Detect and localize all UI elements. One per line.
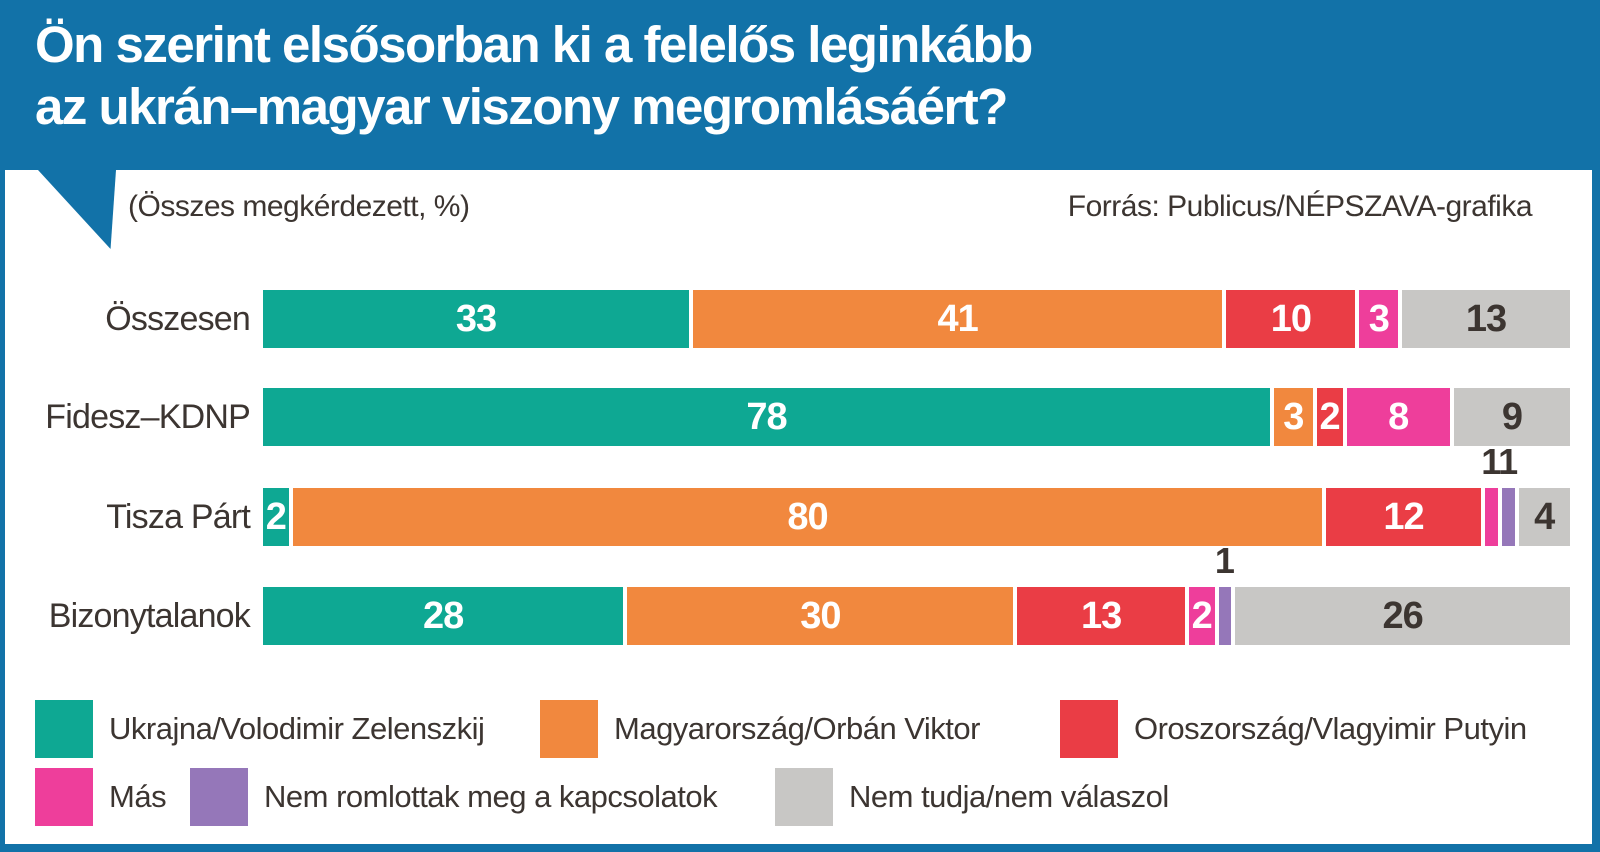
frame-border-right — [1592, 0, 1600, 852]
segment-value-label: 26 — [1382, 594, 1424, 637]
segment-value-label: 33 — [455, 297, 497, 340]
legend-label: Nem romlottak meg a kapcsolatok — [264, 779, 718, 814]
bar-segment-magyarorszag: 30 — [627, 587, 1014, 645]
segment-value-label-above: 1 — [1498, 441, 1519, 482]
bar-segment-magyarorszag: 80 — [292, 488, 1323, 546]
bar-row-3: Tisza Párt 2 80 12 1 1 4 — [0, 441, 1600, 546]
bar-row-2: Fidesz–KDNP 78 3 2 8 9 — [0, 388, 1600, 446]
legend-swatch-mas — [35, 768, 93, 826]
segment-value-label: 41 — [937, 297, 979, 340]
legend-label: Magyarország/Orbán Viktor — [614, 711, 980, 746]
bar-row-1: Összesen 33 41 10 3 13 — [0, 290, 1600, 348]
speech-bubble-tail — [38, 170, 116, 249]
segment-value-label: 2 — [1319, 395, 1341, 438]
chart-title-banner: Ön szerint elsősorban ki a felelős legin… — [0, 0, 1600, 170]
segment-value-label: 80 — [787, 495, 828, 538]
source-credit: Forrás: Publicus/NÉPSZAVA-grafika — [1067, 190, 1533, 223]
legend-swatch-magyarorszag — [540, 700, 598, 758]
legend-swatch-nem-tudja — [775, 768, 833, 826]
segment-value-label: 28 — [423, 594, 464, 637]
bar-row-4: Bizonytalanok 28 30 13 2 1 26 — [0, 540, 1600, 645]
segment-value-label: 30 — [800, 594, 841, 637]
bar-segment-ukrajna: 33 — [263, 290, 690, 348]
bar-segment-nem-romlottak — [1501, 488, 1515, 546]
segment-value-label: 78 — [746, 395, 787, 438]
segment-value-label: 3 — [1283, 395, 1304, 438]
row-label: Fidesz–KDNP — [45, 398, 251, 436]
bar-segment-mas: 2 — [1188, 587, 1215, 645]
segment-value-label: 10 — [1270, 297, 1312, 340]
bar-segment-nem-tudja: 9 — [1453, 388, 1570, 446]
bar-segment-ukrajna: 28 — [263, 587, 624, 645]
row-label: Összesen — [105, 300, 251, 338]
legend-swatch-oroszorszag — [1060, 700, 1118, 758]
bar-segment-oroszorszag: 12 — [1326, 488, 1481, 546]
segment-value-label: 9 — [1501, 395, 1523, 438]
legend-label: Oroszország/Vlagyimir Putyin — [1134, 711, 1527, 746]
bar-segment-oroszorszag: 2 — [1316, 388, 1343, 446]
segment-value-label: 13 — [1080, 594, 1122, 637]
segment-value-label: 2 — [265, 495, 287, 538]
bar-segment-magyarorszag: 3 — [1273, 388, 1313, 446]
legend-label: Nem tudja/nem válaszol — [849, 779, 1169, 814]
chart-title-line2: az ukrán–magyar viszony megromlásáért? — [35, 78, 1008, 135]
chart-subtitle: (Összes megkérdezett, %) — [128, 190, 470, 223]
bar-segment-mas — [1484, 488, 1498, 546]
legend-swatch-nem-romlottak — [190, 768, 248, 826]
segment-value-label: 13 — [1465, 297, 1507, 340]
legend-label: Ukrajna/Volodimir Zelenszkij — [109, 711, 485, 746]
chart-title-line1: Ön szerint elsősorban ki a felelős legin… — [35, 16, 1033, 73]
segment-value-label: 4 — [1534, 495, 1555, 538]
bar-segment-nem-romlottak — [1218, 587, 1232, 645]
bar-segment-ukrajna: 78 — [263, 388, 1270, 446]
segment-value-label-above: 1 — [1214, 540, 1235, 581]
bar-segment-mas: 8 — [1346, 388, 1450, 446]
bar-segment-mas: 3 — [1359, 290, 1399, 348]
bar-segment-nem-tudja: 26 — [1235, 587, 1570, 645]
bar-segment-nem-tudja: 13 — [1402, 290, 1570, 348]
legend-label: Más — [109, 779, 167, 814]
frame-border-left — [0, 0, 5, 852]
legend-swatch-ukrajna — [35, 700, 93, 758]
segment-value-label: 2 — [1191, 594, 1213, 637]
bar-segment-nem-tudja: 4 — [1518, 488, 1570, 546]
frame-border-bottom — [0, 844, 1600, 852]
segment-value-label: 12 — [1383, 495, 1424, 538]
row-label: Bizonytalanok — [48, 597, 251, 635]
bar-segment-magyarorszag: 41 — [693, 290, 1223, 348]
bar-segment-oroszorszag: 10 — [1226, 290, 1356, 348]
segment-value-label: 8 — [1388, 395, 1409, 438]
bar-segment-ukrajna: 2 — [263, 488, 289, 546]
segment-value-label-above: 1 — [1481, 441, 1502, 482]
row-label: Tisza Párt — [106, 498, 251, 536]
segment-value-label: 3 — [1368, 297, 1390, 340]
bar-segment-oroszorszag: 13 — [1017, 587, 1185, 645]
